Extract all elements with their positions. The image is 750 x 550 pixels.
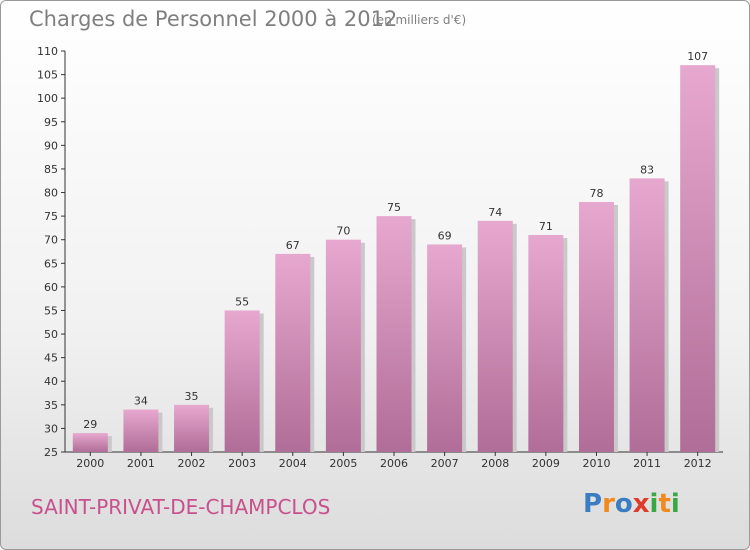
chart-title: Charges de Personnel 2000 à 2012: [29, 7, 398, 31]
logo-letter: i: [670, 489, 680, 519]
y-tick-label: 75: [44, 210, 58, 223]
y-tick-label: 85: [44, 163, 58, 176]
y-tick-label: 100: [37, 92, 58, 105]
data-label-2005: 70: [336, 225, 350, 238]
bar-2004: [275, 253, 311, 452]
y-tick-label: 105: [37, 69, 58, 82]
data-label-2000: 29: [83, 418, 97, 431]
x-tick-label-2009: 2009: [532, 457, 560, 470]
logo-letter: t: [658, 489, 671, 519]
y-tick-label: 110: [37, 45, 58, 58]
x-tick-label-2012: 2012: [684, 457, 712, 470]
x-tick-label-2011: 2011: [633, 457, 661, 470]
y-tick-label: 25: [44, 446, 58, 459]
logo-letter: o: [614, 489, 633, 519]
logo-letter: r: [602, 489, 615, 519]
bar-2008: [477, 220, 513, 452]
data-label-2009: 71: [539, 220, 553, 233]
data-label-2008: 74: [488, 206, 502, 219]
x-tick-label-2003: 2003: [228, 457, 256, 470]
data-label-2007: 69: [438, 229, 452, 242]
x-tick-label-2000: 2000: [76, 457, 104, 470]
logo-letter: P: [583, 489, 603, 519]
x-tick-label-2007: 2007: [431, 457, 459, 470]
y-tick-label: 55: [44, 304, 58, 317]
x-tick-label-2005: 2005: [329, 457, 357, 470]
x-tick-label-2002: 2002: [178, 457, 206, 470]
logo-letter: x: [632, 489, 650, 519]
y-tick-label: 60: [44, 281, 58, 294]
x-tick-label-2010: 2010: [582, 457, 610, 470]
y-tick-label: 30: [44, 422, 58, 435]
bar-2000: [72, 433, 108, 452]
logo-letter: i: [649, 489, 659, 519]
data-label-2001: 34: [134, 395, 148, 408]
y-tick-label: 35: [44, 399, 58, 412]
x-tick-label-2004: 2004: [279, 457, 307, 470]
bar-2005: [325, 239, 361, 452]
data-label-2004: 67: [286, 239, 300, 252]
bar-2010: [578, 201, 614, 452]
data-label-2002: 35: [185, 390, 199, 403]
bar-2009: [528, 234, 564, 452]
proxiti-logo: Proxiti: [583, 489, 680, 519]
data-label-2006: 75: [387, 201, 401, 214]
bar-2012: [680, 65, 716, 452]
data-label-2012: 107: [687, 50, 708, 63]
y-tick-label: 95: [44, 116, 58, 129]
y-tick-label: 40: [44, 375, 58, 388]
data-label-2003: 55: [235, 295, 249, 308]
chart-subtitle: (en milliers d'€): [372, 13, 467, 27]
bar-2001: [123, 409, 159, 452]
bar-2003: [224, 310, 260, 452]
bar-2006: [376, 216, 412, 452]
data-label-2010: 78: [589, 187, 603, 200]
x-tick-label-2008: 2008: [481, 457, 509, 470]
town-name: SAINT-PRIVAT-DE-CHAMPCLOS: [31, 495, 331, 519]
x-tick-label-2006: 2006: [380, 457, 408, 470]
y-tick-label: 45: [44, 352, 58, 365]
bar-2007: [427, 244, 463, 452]
y-tick-label: 70: [44, 234, 58, 247]
data-label-2011: 83: [640, 163, 654, 176]
y-tick-label: 50: [44, 328, 58, 341]
bar-2002: [174, 404, 210, 452]
x-tick-label-2001: 2001: [127, 457, 155, 470]
y-tick-label: 80: [44, 187, 58, 200]
y-tick-label: 65: [44, 257, 58, 270]
y-tick-label: 90: [44, 139, 58, 152]
bar-2011: [629, 178, 665, 452]
